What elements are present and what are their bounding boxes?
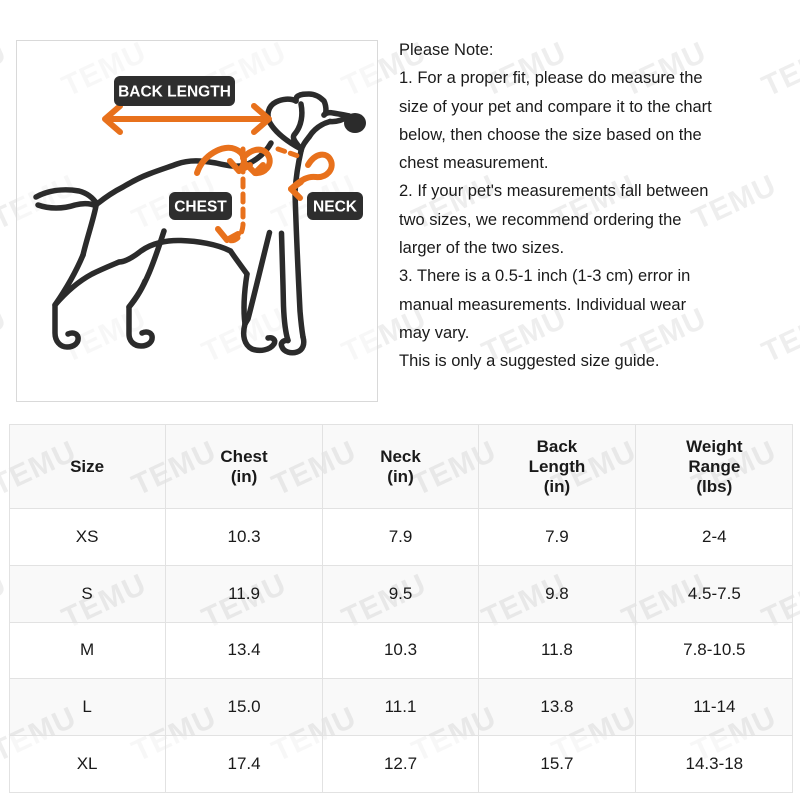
svg-text:BACK LENGTH: BACK LENGTH <box>118 84 231 101</box>
svg-text:CHEST: CHEST <box>174 199 227 216</box>
svg-text:NECK: NECK <box>313 199 358 216</box>
